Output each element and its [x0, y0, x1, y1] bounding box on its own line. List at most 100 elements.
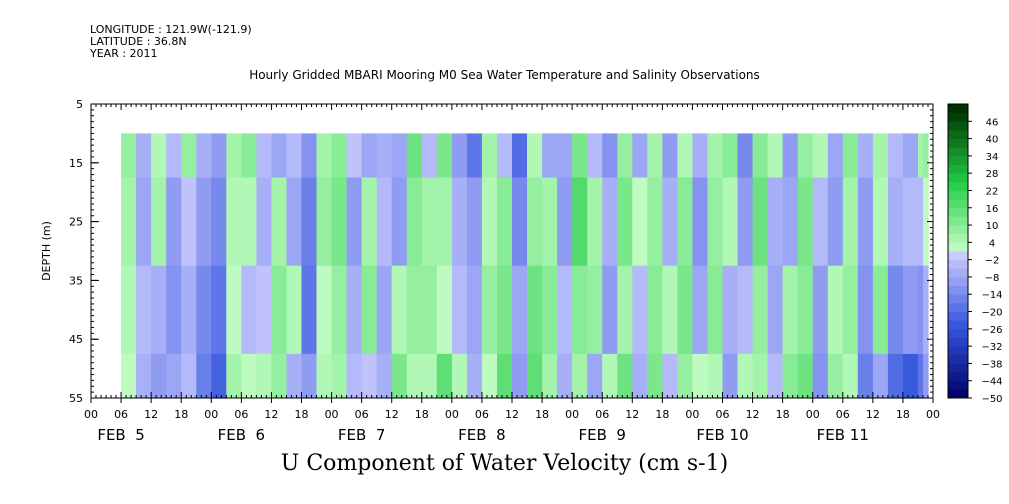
heatmap-cell	[602, 177, 618, 267]
colorbar-swatch	[948, 181, 968, 191]
heatmap-cell	[346, 353, 363, 399]
colorbar-swatch	[948, 225, 968, 235]
heatmap-cell	[587, 133, 603, 179]
heatmap-cell	[271, 353, 287, 399]
heatmap-cell	[331, 133, 348, 179]
y-axis-label: DEPTH (m)	[40, 221, 53, 281]
heatmap-cell	[331, 353, 348, 399]
y-tick-label: 45	[69, 333, 83, 346]
heatmap-cell	[211, 133, 227, 179]
heatmap-cell	[827, 265, 844, 355]
heatmap-cell	[451, 353, 468, 399]
x-hour-label: 12	[264, 408, 278, 421]
colorbar-tick-label: −20	[981, 308, 1002, 319]
heatmap-cell	[887, 265, 904, 355]
heatmap-layer	[121, 133, 929, 399]
colorbar-swatch	[948, 389, 968, 399]
heatmap-cell	[923, 265, 929, 355]
x-hour-label: 12	[746, 408, 760, 421]
heatmap-cell	[406, 265, 423, 355]
x-hour-label: 00	[445, 408, 459, 421]
heatmap-cell	[587, 265, 603, 355]
heatmap-cell	[241, 265, 257, 355]
colorbar-swatch	[948, 354, 968, 364]
colorbar-swatch	[948, 112, 968, 122]
heatmap-cell	[436, 353, 453, 399]
heatmap-cell	[677, 133, 693, 179]
heatmap-cell	[797, 265, 814, 355]
colorbar-tick-label: −38	[981, 359, 1002, 370]
heatmap-cell	[481, 265, 498, 355]
heatmap-cell	[166, 177, 182, 267]
heatmap-cell	[677, 177, 693, 267]
colorbar-swatch	[948, 320, 968, 330]
y-tick-label: 25	[69, 216, 83, 229]
heatmap-cell	[812, 353, 829, 399]
colorbar-tick-label: −44	[981, 377, 1002, 388]
heatmap-cell	[241, 177, 257, 267]
x-hour-label: 06	[475, 408, 489, 421]
heatmap-cell	[857, 265, 874, 355]
heatmap-cell	[923, 353, 929, 399]
heatmap-cell	[692, 353, 708, 399]
heatmap-cell	[872, 353, 889, 399]
x-hour-label: 00	[565, 408, 579, 421]
heatmap-cell	[617, 353, 633, 399]
heatmap-cell	[782, 177, 799, 267]
heatmap-cell	[692, 133, 708, 179]
x-hour-label: 00	[325, 408, 339, 421]
heatmap-cell	[542, 177, 558, 267]
heatmap-cell	[842, 353, 859, 399]
colorbar-swatch	[948, 302, 968, 312]
heatmap-cell	[887, 133, 904, 179]
x-day-label: FEB 11	[817, 426, 869, 444]
heatmap-cell	[316, 265, 333, 355]
heatmap-cell	[121, 177, 137, 267]
heatmap-cell	[632, 177, 648, 267]
x-hour-label: 00	[806, 408, 820, 421]
heatmap-cell	[842, 177, 859, 267]
x-hour-label: 12	[625, 408, 639, 421]
heatmap-cell	[497, 265, 513, 355]
colorbar-swatch	[948, 251, 968, 261]
heatmap-cell	[181, 265, 197, 355]
y-tick-label: 55	[69, 392, 83, 405]
colorbar-swatch	[948, 285, 968, 295]
x-hour-label: 18	[655, 408, 669, 421]
heatmap-cell	[226, 265, 242, 355]
x-hour-label: 18	[415, 408, 429, 421]
heatmap-cell	[361, 133, 378, 179]
heatmap-cell	[527, 265, 543, 355]
x-hour-label: 12	[144, 408, 158, 421]
colorbar-swatch	[948, 242, 968, 252]
heatmap-cell	[527, 133, 543, 179]
colorbar-swatch	[948, 190, 968, 200]
heatmap-cell	[151, 177, 167, 267]
heatmap-cell	[136, 177, 152, 267]
heatmap-cell	[617, 133, 633, 179]
colorbar-tick-label: 46	[986, 117, 999, 128]
heatmap-cell	[421, 133, 438, 179]
x-hour-label: 06	[114, 408, 128, 421]
colorbar-swatch	[948, 294, 968, 304]
heatmap-cell	[451, 177, 468, 267]
heatmap-cell	[196, 177, 212, 267]
heatmap-cell	[677, 265, 693, 355]
colorbar-tick-label: 28	[986, 169, 999, 180]
chart-title: Hourly Gridded MBARI Mooring M0 Sea Wate…	[249, 68, 760, 82]
heatmap-cell	[632, 353, 648, 399]
x-hour-label: 00	[204, 408, 218, 421]
heatmap-cell	[466, 133, 483, 179]
heatmap-cell	[301, 353, 318, 399]
colorbar-swatch	[948, 276, 968, 286]
heatmap-cell	[226, 177, 242, 267]
heatmap-cell	[722, 353, 739, 399]
x-hour-label: 12	[385, 408, 399, 421]
x-hour-label: 00	[926, 408, 940, 421]
latitude-label: LATITUDE : 36.8N	[90, 35, 187, 48]
heatmap-cell	[271, 265, 287, 355]
heatmap-cell	[752, 265, 769, 355]
heatmap-cell	[301, 265, 318, 355]
colorbar-tick-label: −26	[981, 325, 1002, 336]
colorbar-swatch	[948, 164, 968, 174]
